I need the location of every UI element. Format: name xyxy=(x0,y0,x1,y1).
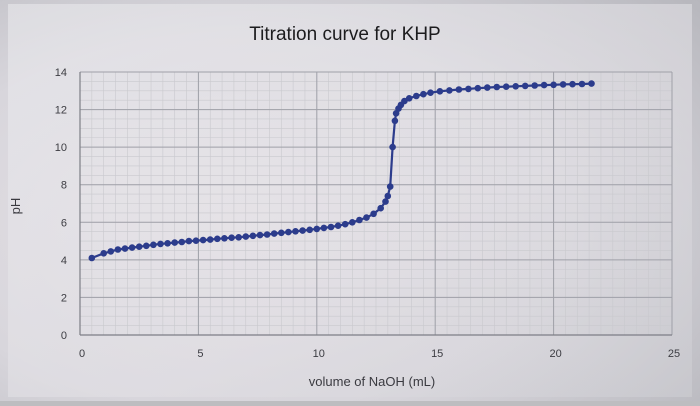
data-point xyxy=(150,241,157,249)
data-point xyxy=(363,214,370,221)
data-point xyxy=(121,245,129,252)
y-tick-label: 12 xyxy=(55,105,67,117)
data-point xyxy=(114,246,122,253)
data-point xyxy=(455,86,463,93)
data-point xyxy=(493,83,501,91)
data-point xyxy=(521,82,529,90)
data-point xyxy=(341,220,349,228)
data-point xyxy=(178,238,186,246)
data-point xyxy=(484,84,491,91)
data-point xyxy=(88,254,96,262)
data-point xyxy=(206,236,214,243)
data-point xyxy=(540,81,548,89)
data-point xyxy=(550,81,557,89)
y-tick-label: 10 xyxy=(55,142,67,154)
y-tick-label: 2 xyxy=(61,292,67,304)
data-point xyxy=(157,240,164,248)
data-point xyxy=(386,183,394,190)
data-point xyxy=(349,219,356,226)
data-point xyxy=(446,87,453,94)
x-tick-label: 25 xyxy=(668,348,680,360)
data-point xyxy=(285,228,292,236)
data-point xyxy=(143,242,150,250)
data-point xyxy=(214,235,221,243)
gridlines xyxy=(79,71,673,336)
data-point xyxy=(292,228,299,235)
data-point xyxy=(221,235,228,242)
data-point xyxy=(559,81,567,88)
chart-title: Titration curve for KHP xyxy=(249,24,440,45)
y-tick-label: 14 xyxy=(55,67,67,79)
data-point xyxy=(377,204,385,212)
data-point xyxy=(334,222,342,229)
data-point xyxy=(389,143,396,151)
x-axis-label: volume of NaOH (mL) xyxy=(309,374,435,389)
data-point xyxy=(242,233,250,240)
x-tick-label: 15 xyxy=(431,348,443,360)
data-point xyxy=(263,231,271,238)
data-point xyxy=(128,244,136,251)
data-point xyxy=(474,84,482,92)
data-point xyxy=(135,243,143,250)
data-point xyxy=(384,192,392,200)
data-point xyxy=(588,80,595,87)
axes xyxy=(79,72,672,336)
data-point xyxy=(100,250,107,257)
data-point xyxy=(413,92,420,100)
data-point xyxy=(382,198,389,205)
data-point xyxy=(299,227,306,234)
data-point xyxy=(436,88,444,95)
data-point xyxy=(465,85,472,93)
data-point xyxy=(391,117,399,125)
series-group xyxy=(88,80,595,262)
data-point xyxy=(192,237,200,244)
data-point xyxy=(278,229,285,237)
data-point xyxy=(313,225,321,233)
data-point xyxy=(427,89,434,96)
data-point xyxy=(235,234,242,241)
data-point xyxy=(320,224,328,232)
data-point xyxy=(249,232,257,240)
x-tick-label: 0 xyxy=(79,348,85,360)
data-point xyxy=(370,210,377,218)
y-tick-label: 4 xyxy=(61,255,67,267)
data-point xyxy=(420,90,427,98)
data-point xyxy=(578,80,586,88)
data-point xyxy=(107,248,115,255)
data-point xyxy=(502,83,510,90)
data-point xyxy=(199,236,207,244)
x-tick-labels: 0 5 10 15 20 25 xyxy=(79,348,680,360)
data-point xyxy=(405,95,413,102)
y-tick-labels: 0 2 4 6 8 10 12 14 xyxy=(55,67,67,342)
data-point xyxy=(401,97,408,105)
y-axis-label: pH xyxy=(8,198,23,215)
data-point xyxy=(185,237,193,245)
chart-area xyxy=(8,4,692,397)
data-point xyxy=(569,80,576,88)
data-point xyxy=(512,83,519,90)
data-point xyxy=(256,231,264,239)
y-tick-label: 8 xyxy=(61,180,67,192)
data-point xyxy=(228,234,235,241)
data-point xyxy=(270,230,278,237)
data-point xyxy=(327,223,335,231)
y-tick-label: 0 xyxy=(61,330,67,342)
data-point xyxy=(306,226,314,234)
data-point xyxy=(531,82,538,89)
x-tick-label: 20 xyxy=(549,348,561,360)
data-point xyxy=(164,240,171,247)
data-point xyxy=(356,216,363,224)
x-tick-label: 5 xyxy=(197,348,203,360)
x-tick-label: 10 xyxy=(313,348,325,360)
y-tick-label: 6 xyxy=(61,217,67,229)
data-point xyxy=(171,239,178,246)
